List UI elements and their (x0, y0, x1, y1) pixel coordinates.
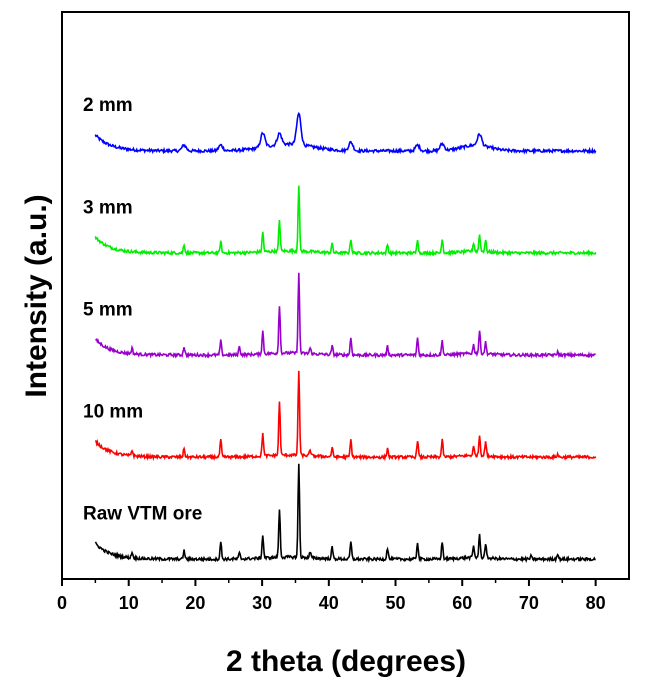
x-tick-label: 60 (452, 593, 472, 613)
series-line-2-mm (94, 111, 597, 155)
x-tick-label: 20 (185, 593, 205, 613)
series-line-raw-vtm-ore (94, 463, 596, 564)
x-tick-label: 40 (319, 593, 339, 613)
series-label: 2 mm (83, 95, 133, 116)
plot-frame (61, 11, 630, 580)
series-label: 5 mm (83, 299, 133, 320)
x-tick-label: 30 (252, 593, 272, 613)
x-ticks: 0 10 20 30 40 50 60 70 80 (57, 579, 606, 613)
series-label: 10 mm (83, 401, 143, 422)
x-axis-title: 2 theta (degrees) (226, 645, 466, 678)
series-line-10-mm (94, 370, 597, 462)
x-tick-label: 80 (586, 593, 606, 613)
series-label: Raw VTM ore (83, 504, 202, 525)
x-tick-label: 70 (519, 593, 539, 613)
x-tick-label: 0 (57, 593, 67, 613)
series-line-3-mm (94, 185, 597, 258)
series-line-5-mm (95, 272, 596, 360)
y-axis-title: Intensity (a.u.) (20, 194, 53, 397)
series-group (94, 111, 597, 564)
series-labels: 2 mm 3 mm 5 mm 10 mm Raw VTM ore (83, 95, 202, 524)
x-tick-label: 50 (386, 593, 406, 613)
series-label: 3 mm (83, 197, 133, 218)
x-tick-label: 10 (119, 593, 139, 613)
